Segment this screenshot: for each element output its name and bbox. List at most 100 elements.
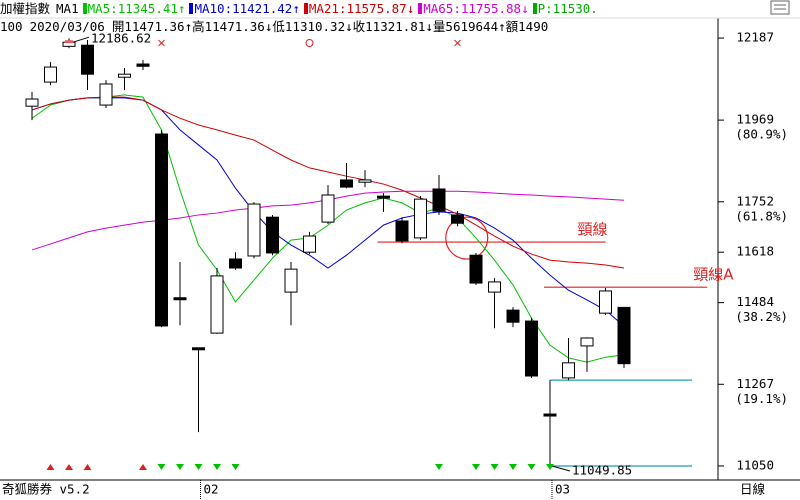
legend-trend: ↓ [406, 1, 415, 16]
candle-body [599, 290, 612, 314]
candle-body [617, 306, 631, 365]
legend-separator: : [453, 1, 461, 16]
candle-body [525, 320, 538, 377]
candle-body [377, 195, 390, 199]
candle-body [469, 254, 483, 284]
candle-body [488, 281, 501, 293]
sell-signal [176, 464, 184, 470]
highlight-circle [445, 216, 489, 260]
candle-body [25, 98, 39, 107]
quote-value: 11321.81 [365, 19, 426, 34]
y-tick-label: 11752 [736, 193, 774, 208]
indicator-text: P:11530. [537, 1, 598, 16]
candle-body [506, 309, 520, 323]
buy-signal [83, 464, 92, 470]
sell-signal [472, 464, 480, 470]
legend-name: MA10 [194, 1, 225, 16]
y-tick-note: (38.2%) [735, 309, 788, 324]
buy-signal [65, 464, 73, 470]
high-label: 12186.62 [91, 31, 151, 46]
low-label: 11049.85 [572, 463, 632, 478]
quote-label: 低 [272, 19, 285, 34]
candle-body [44, 66, 57, 83]
candle-body [210, 275, 224, 334]
candle-body [562, 362, 575, 379]
quote-value: 11310.32 [284, 19, 346, 34]
candle-body [192, 347, 205, 351]
window-icon[interactable] [770, 0, 790, 15]
moving-average [31, 96, 625, 269]
cross-signal [454, 39, 461, 47]
candle-body [99, 83, 113, 106]
y-tick-label: 11267 [736, 376, 774, 391]
sell-signal [527, 464, 536, 470]
candle-body [543, 413, 557, 417]
high-marker [65, 40, 73, 44]
legend-value: 11575.87 [346, 1, 407, 16]
candle-body [155, 133, 168, 327]
footer-right: 日線 [740, 482, 766, 497]
legend-name: MA21 [308, 1, 339, 16]
legend-value: 11421.42 [232, 1, 293, 16]
chart-title: 加權指數 [0, 1, 51, 16]
candle-body [136, 63, 150, 67]
candle-body [340, 179, 353, 188]
candle-body [321, 194, 335, 223]
buy-signal [139, 464, 147, 470]
candle-body [118, 73, 131, 78]
quote-value: 11471.36 [124, 19, 185, 34]
candle-body [395, 220, 409, 242]
legend-separator: : [338, 1, 347, 16]
quote-trend: ↓ [425, 19, 433, 34]
candle-body [414, 198, 427, 239]
y-tick-label: 11618 [736, 244, 774, 259]
low-pointer [551, 465, 571, 472]
candle-body [303, 235, 316, 253]
sell-signal [435, 464, 443, 470]
legend-swatch [418, 3, 423, 14]
quote-label: 開 [111, 19, 125, 34]
quote-label: 高 [192, 19, 205, 34]
candle-body [266, 216, 279, 254]
legend-value: 11345.41 [117, 1, 178, 16]
candle-body [358, 179, 372, 183]
quote-label: 量 [432, 19, 446, 34]
legend-trend: ↑ [177, 1, 186, 16]
period: 100 [0, 19, 23, 34]
candle-body [432, 188, 446, 212]
neckline-label: 頸線 [578, 221, 608, 239]
sell-signal [509, 464, 517, 470]
legend-separator: : [110, 1, 118, 16]
buy-signal [46, 464, 55, 470]
sell-signal [157, 464, 166, 470]
quote-label: 收 [352, 19, 366, 34]
candle-body [81, 44, 94, 75]
y-tick-label: 12187 [736, 30, 774, 45]
quote-trend: ↑ [184, 19, 193, 34]
legend-separator: : [224, 1, 233, 16]
quote-value: 11471.36 [204, 19, 265, 34]
sell-signal [546, 464, 554, 470]
legend-swatch [189, 3, 194, 14]
neckline-label: 頸線A [693, 266, 734, 284]
chart-subtitle: MA1 [56, 1, 79, 16]
y-tick-note: (80.9%) [735, 127, 788, 142]
quote-label: 額1490 [505, 19, 549, 34]
footer-left: 奇狐勝券 v5.2 [2, 482, 90, 497]
quote-trend: ↓ [264, 19, 273, 34]
y-tick-label: 11484 [736, 294, 774, 309]
legend-value: 11755.88 [460, 1, 522, 16]
indicator-header: 加權指數 MA1 MA5:11345.41↑ MA10:11421.42↑ MA21:1… [0, 0, 768, 18]
y-tick-note: (19.1%) [735, 391, 788, 406]
cross-signal [158, 39, 165, 47]
legend-name: MA65 [423, 1, 454, 16]
sell-signal [194, 464, 203, 470]
legend-swatch [82, 3, 87, 14]
candle-body [247, 203, 261, 257]
candle-body [229, 258, 242, 269]
legend-trend: ↓ [521, 1, 529, 16]
x-tick-label: 03 [555, 482, 570, 497]
moving-average [31, 94, 625, 363]
